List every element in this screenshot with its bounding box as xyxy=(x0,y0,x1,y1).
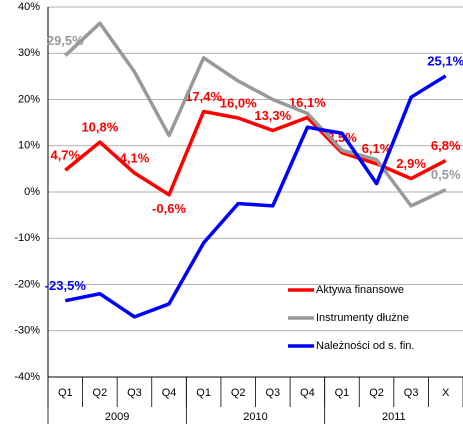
data-label: 2,9% xyxy=(396,156,426,171)
x-tick-label: Q1 xyxy=(335,387,350,399)
x-tick-label: Q3 xyxy=(404,387,419,399)
y-tick-label: -40% xyxy=(14,371,40,383)
data-label: 29,5% xyxy=(47,33,84,48)
x-tick-label: Q1 xyxy=(58,387,73,399)
x-tick-label: Q2 xyxy=(231,387,246,399)
y-tick-label: -30% xyxy=(14,325,40,337)
legend-label: Aktywa finansowe xyxy=(316,284,404,296)
y-tick-label: 20% xyxy=(18,93,40,105)
x-tick-label: X xyxy=(442,387,450,399)
data-label: 25,1% xyxy=(427,53,463,68)
data-label: 4,1% xyxy=(120,150,150,165)
y-tick-label: -10% xyxy=(14,232,40,244)
x-tick-label: Q1 xyxy=(196,387,211,399)
data-label: -23,5% xyxy=(45,278,87,293)
legend-label: Instrumenty dłużne xyxy=(316,312,409,324)
x-tick-label: Q2 xyxy=(369,387,384,399)
series-line xyxy=(64,74,447,319)
y-tick-label: -20% xyxy=(14,278,40,290)
y-tick-label: 0% xyxy=(24,186,40,198)
x-group-label: 2009 xyxy=(105,411,129,423)
x-tick-label: Q3 xyxy=(265,387,280,399)
data-label: 6,1% xyxy=(362,141,392,156)
legend-label: Należności od s. fin. xyxy=(316,340,414,352)
x-tick-label: Q2 xyxy=(93,387,108,399)
data-label: 4,7% xyxy=(50,148,80,163)
x-tick-label: Q4 xyxy=(162,387,177,399)
data-label: 10,8% xyxy=(81,119,118,134)
x-tick-label: Q4 xyxy=(300,387,315,399)
x-group-label: 2010 xyxy=(243,411,267,423)
data-label: 6,8% xyxy=(431,138,461,153)
data-label: 16,1% xyxy=(289,95,326,110)
data-label: -0,6% xyxy=(152,201,186,216)
y-tick-label: 30% xyxy=(18,47,40,59)
y-tick-label: 40% xyxy=(18,1,40,13)
data-label: 16,0% xyxy=(220,95,257,110)
data-label: 17,4% xyxy=(185,89,222,104)
data-label: 13,3% xyxy=(254,108,291,123)
x-tick-label: Q3 xyxy=(127,387,142,399)
x-group-label: 2011 xyxy=(382,411,406,423)
data-label: 0,5% xyxy=(431,167,461,182)
y-tick-label: 10% xyxy=(18,140,40,152)
